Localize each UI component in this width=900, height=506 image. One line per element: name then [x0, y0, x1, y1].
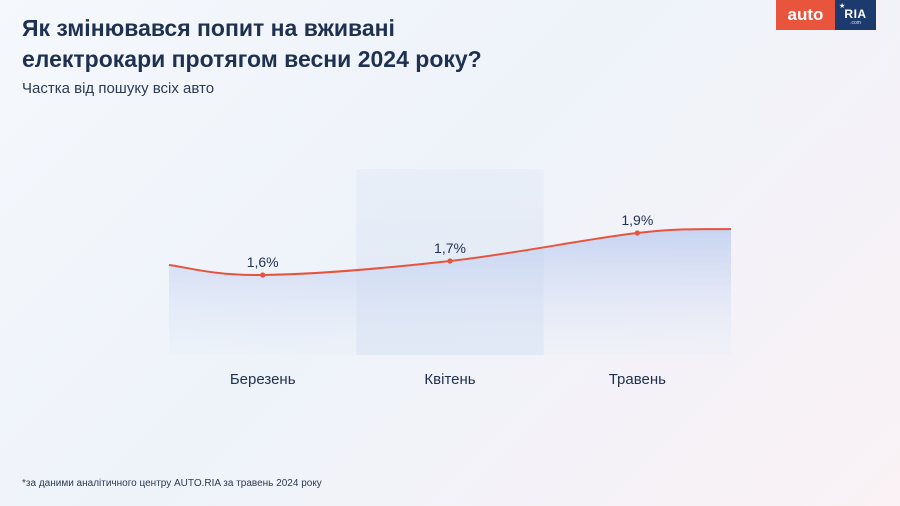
area-fill — [169, 229, 731, 355]
star-icon: ★ — [839, 3, 846, 10]
x-tick-label: Березень — [230, 371, 296, 388]
x-tick-label: Квітень — [424, 371, 475, 388]
chart-subtitle: Частка від пошуку всіх авто — [22, 80, 215, 97]
logo-auto-part: auto — [776, 0, 835, 30]
data-point[interactable] — [447, 258, 453, 264]
data-label: 1,6% — [247, 254, 279, 270]
chart-title: Як змінювався попит на вживані електрока… — [22, 15, 482, 72]
source-footnote: *за даними аналітичного центру AUTO.RIA … — [22, 478, 322, 489]
data-point[interactable] — [634, 230, 640, 236]
x-tick-label: Травень — [609, 371, 666, 388]
autoria-logo[interactable]: auto ★ RIA .com — [776, 0, 876, 30]
data-point[interactable] — [260, 272, 266, 278]
data-label: 1,9% — [621, 212, 653, 228]
logo-ria-text: RIA — [844, 6, 867, 21]
logo-com-text: .com — [850, 19, 861, 26]
logo-ria-part: ★ RIA .com — [835, 0, 876, 30]
data-label: 1,7% — [434, 240, 466, 256]
